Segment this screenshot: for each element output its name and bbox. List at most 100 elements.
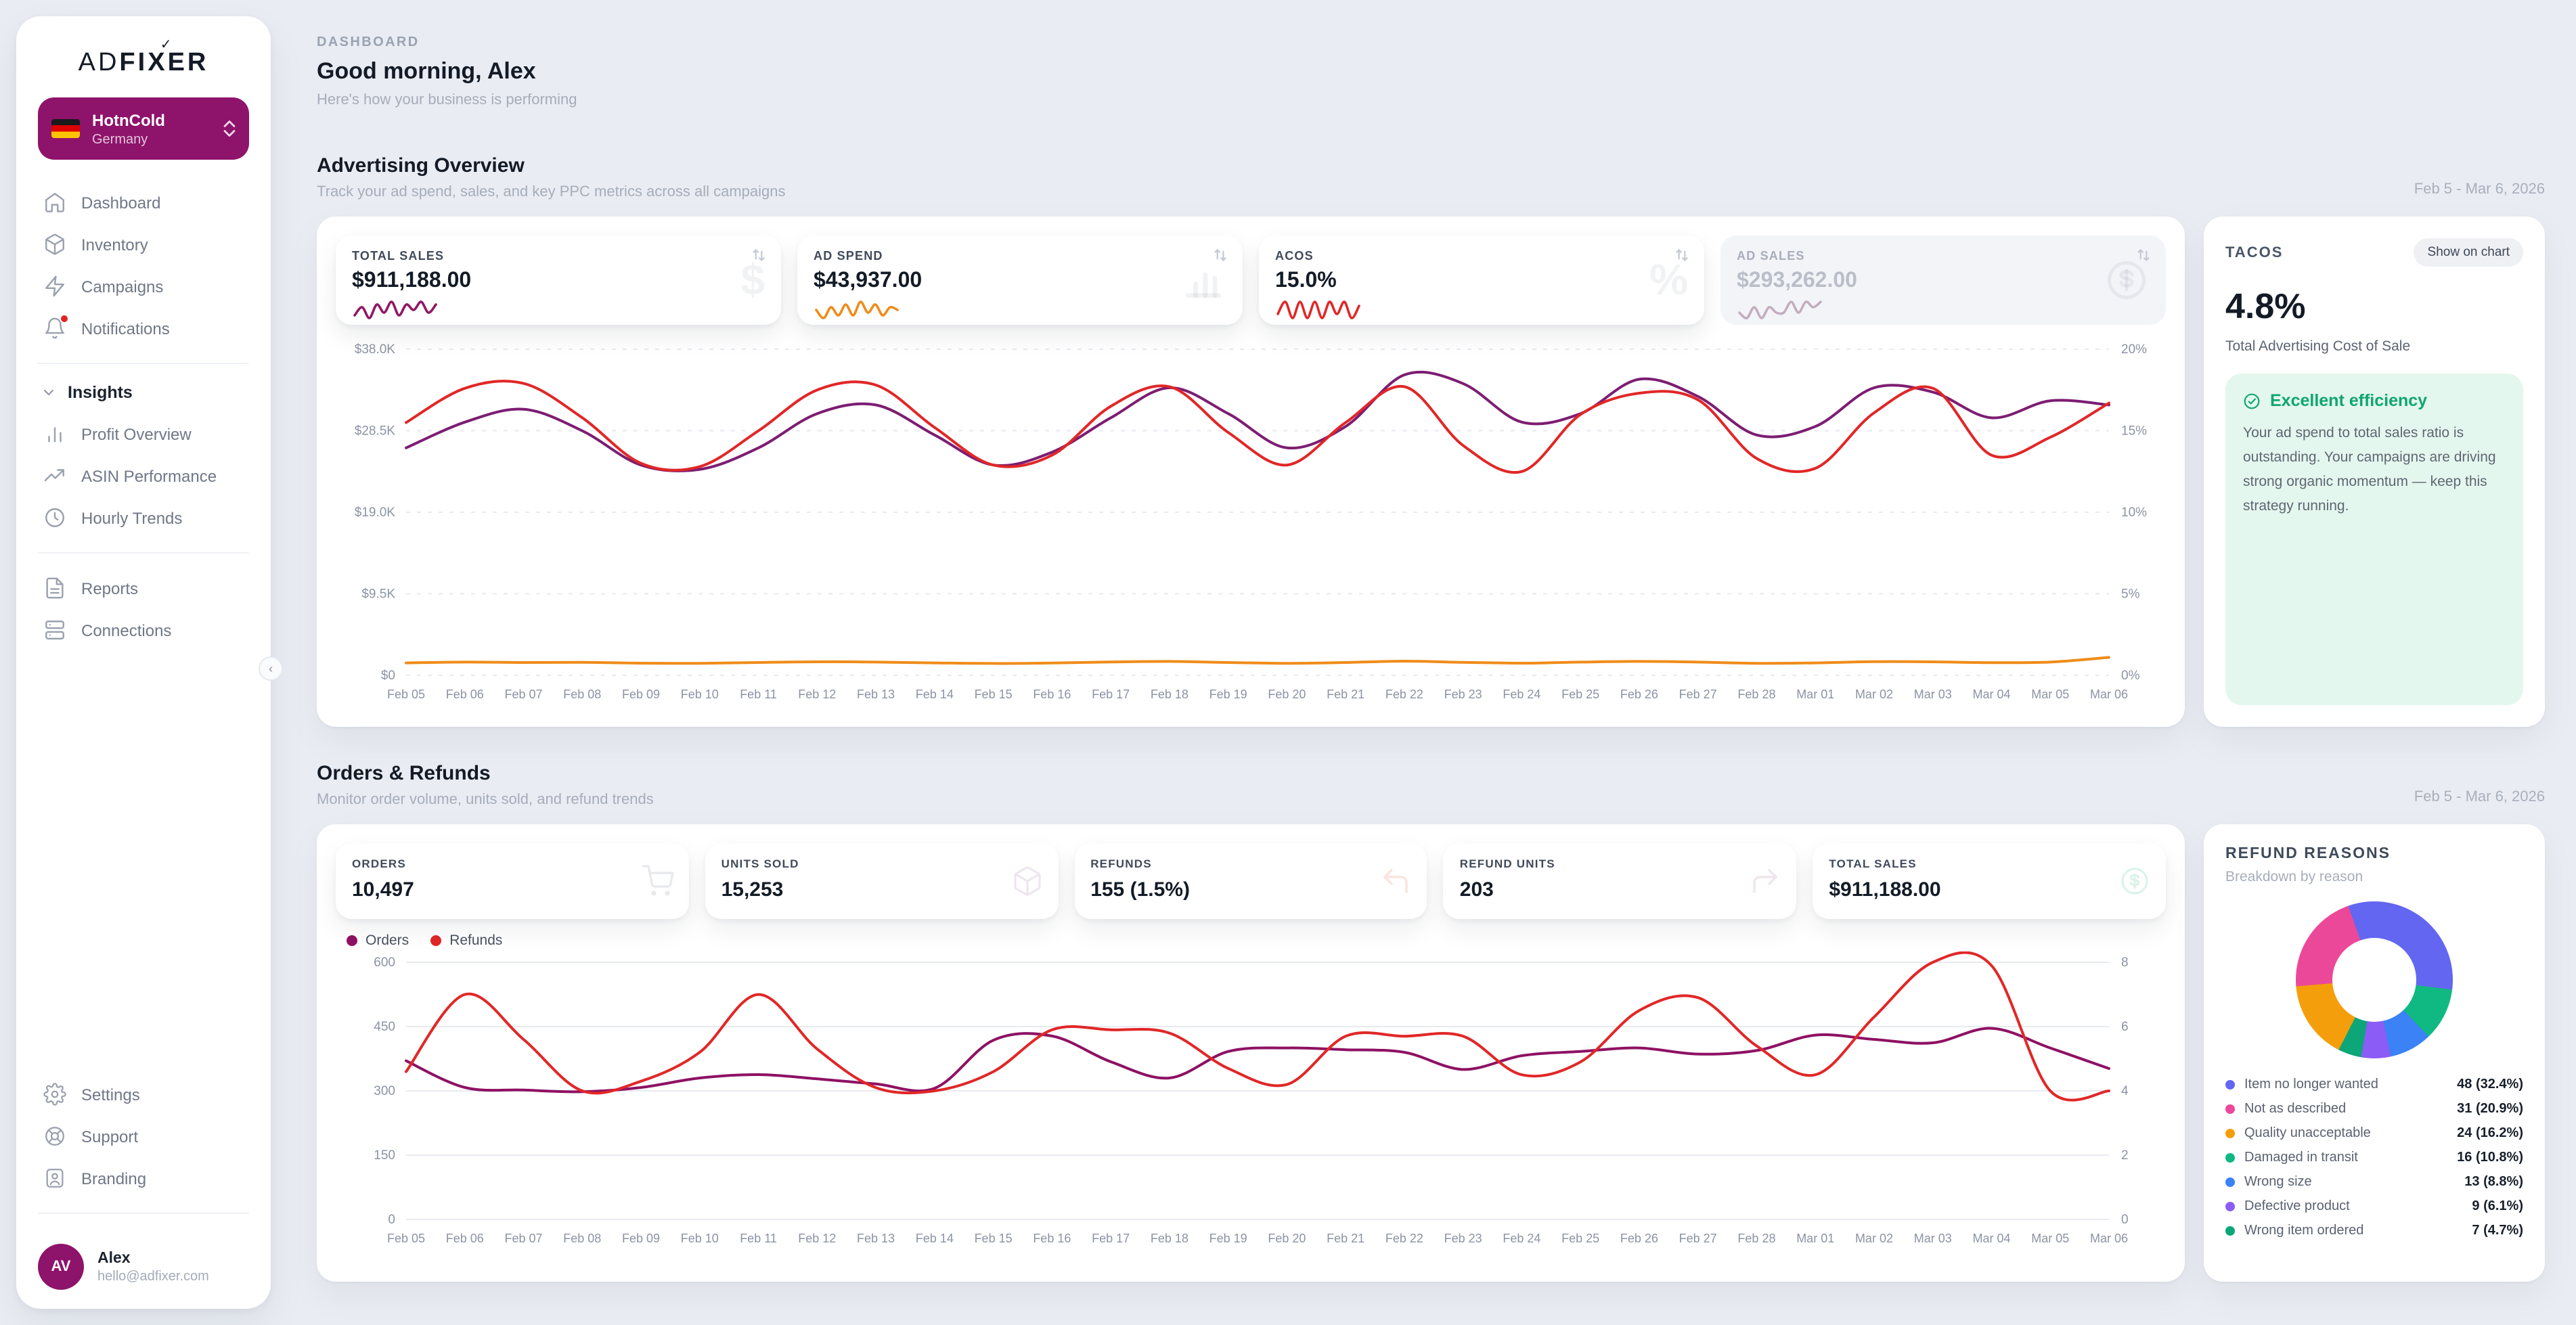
section-subtitle: Track your ad spend, sales, and key PPC … [317, 184, 786, 200]
sidebar-item-dashboard[interactable]: Dashboard [38, 181, 249, 223]
stat-label: REFUND UNITS [1459, 857, 1555, 870]
reason-count: 7 (4.7%) [2472, 1223, 2523, 1238]
legend-item-refunds: Refunds [430, 933, 502, 949]
swap-metric-icon[interactable] [2135, 246, 2152, 264]
reason-dot [2225, 1128, 2235, 1138]
sidebar-item-support[interactable]: Support [38, 1115, 249, 1157]
svg-text:Feb 17: Feb 17 [1092, 688, 1130, 701]
date-range: Feb 5 - Mar 6, 2026 [2414, 789, 2545, 805]
brand-fi: FI [119, 49, 148, 77]
svg-text:0: 0 [388, 1213, 395, 1227]
svg-text:Feb 26: Feb 26 [1620, 1232, 1658, 1245]
metric-label: AD SPEND [814, 249, 883, 263]
svg-text:Feb 07: Feb 07 [504, 688, 542, 701]
sidebar-item-profit-overview[interactable]: Profit Overview [38, 413, 249, 455]
reason-count: 31 (20.9%) [2457, 1101, 2523, 1116]
reason-dot [2225, 1177, 2235, 1186]
svg-text:Feb 26: Feb 26 [1620, 688, 1658, 701]
page-header: DASHBOARD Good morning, Alex Here's how … [317, 0, 2545, 108]
svg-text:Feb 16: Feb 16 [1033, 688, 1071, 701]
file-text-icon [43, 577, 66, 600]
advertising-chart[interactable]: $38.0K $28.5K $19.0K $9.5K $0 20% 15% 10% 5% 0% Fe… [336, 338, 2166, 708]
svg-text:$38.0K: $38.0K [355, 342, 396, 357]
orders-section-header: Orders & Refunds Monitor order volume, u… [317, 762, 2545, 808]
breadcrumb: DASHBOARD [317, 35, 420, 50]
show-on-chart-button[interactable]: Show on chart [2414, 238, 2523, 267]
sidebar: ADFIXER HotnCold Germany Dashboard Inven… [16, 16, 271, 1309]
account-switcher[interactable]: HotnCold Germany [38, 97, 249, 160]
svg-text:Feb 23: Feb 23 [1444, 1232, 1482, 1245]
footer-nav: Settings Support Branding [38, 1073, 249, 1199]
svg-text:Feb 20: Feb 20 [1268, 1232, 1306, 1245]
sidebar-item-branding[interactable]: Branding [38, 1157, 249, 1199]
user-profile[interactable]: AV Alex hello@adfixer.com [38, 1228, 249, 1290]
svg-text:Mar 05: Mar 05 [2031, 688, 2069, 701]
metric-label: AD SALES [1737, 249, 1805, 263]
sidebar-item-reports[interactable]: Reports [38, 567, 249, 609]
sidebar-collapse-button[interactable]: ‹ [259, 656, 283, 681]
sidebar-item-asin-performance[interactable]: ASIN Performance [38, 455, 249, 497]
metric-value: $43,937.00 [814, 269, 923, 292]
metric-value: 15.0% [1275, 269, 1337, 292]
svg-text:300: 300 [374, 1084, 395, 1098]
sidebar-item-hourly-trends[interactable]: Hourly Trends [38, 497, 249, 539]
stat-card-units-sold: UNITS SOLD 15,253 [705, 843, 1059, 919]
reason-count: 9 (6.1%) [2472, 1198, 2523, 1213]
sidebar-item-campaigns[interactable]: Campaigns [38, 265, 249, 307]
sidebar-item-label: Branding [81, 1169, 147, 1188]
metric-card-ad-spend[interactable]: AD SPEND $43,937.00 [797, 235, 1243, 325]
sidebar-item-label: Settings [81, 1085, 140, 1104]
sidebar-item-settings[interactable]: Settings [38, 1073, 249, 1115]
reason-label: Wrong item ordered [2244, 1223, 2364, 1238]
sidebar-item-notifications[interactable]: Notifications [38, 307, 249, 349]
metric-card-acos[interactable]: ACOS 15.0% % [1259, 235, 1704, 325]
stat-label: TOTAL SALES [1829, 857, 1917, 870]
sidebar-item-inventory[interactable]: Inventory [38, 223, 249, 265]
refund-reasons-legend: Item no longer wanted 48 (32.4%) Not as … [2225, 1072, 2523, 1242]
stat-label: ORDERS [352, 857, 406, 870]
secondary-nav: Reports Connections [38, 567, 249, 651]
metric-card-total-sales[interactable]: TOTAL SALES $911,188.00 $ [336, 235, 781, 325]
svg-text:Feb 14: Feb 14 [916, 1232, 954, 1245]
tacos-panel: TACOS Show on chart 4.8% Total Advertisi… [2204, 217, 2545, 727]
svg-text:Feb 13: Feb 13 [857, 1232, 895, 1245]
account-name: HotnCold [92, 111, 165, 130]
dollar-coin-ghost-icon [2104, 257, 2150, 303]
svg-text:Feb 18: Feb 18 [1151, 1232, 1189, 1245]
id-badge-icon [43, 1167, 66, 1190]
reason-label: Quality unacceptable [2244, 1125, 2371, 1140]
reason-label: Damaged in transit [2244, 1150, 2358, 1165]
undo-arrow-icon [1380, 865, 1413, 897]
life-buoy-icon [43, 1125, 66, 1148]
svg-text:Feb 10: Feb 10 [681, 1232, 719, 1245]
svg-text:Mar 02: Mar 02 [1855, 688, 1893, 701]
swap-metric-icon[interactable] [1212, 246, 1229, 264]
refund-reasons-subtitle: Breakdown by reason [2225, 869, 2363, 885]
lightning-icon [43, 275, 66, 298]
section-title: Orders & Refunds [317, 762, 491, 785]
svg-text:Feb 11: Feb 11 [740, 1232, 777, 1245]
sidebar-item-connections[interactable]: Connections [38, 609, 249, 651]
primary-nav: Dashboard Inventory Campaigns Notificati… [38, 181, 249, 349]
main-content: DASHBOARD Good morning, Alex Here's how … [317, 0, 2545, 1282]
metric-card-ad-sales[interactable]: AD SALES $293,262.00 [1720, 235, 2166, 325]
insights-group-toggle[interactable]: Insights [38, 378, 249, 410]
stat-label: UNITS SOLD [721, 857, 799, 870]
insight-body: Your ad spend to total sales ratio is ou… [2243, 425, 2496, 514]
reason-dot [2225, 1226, 2235, 1235]
sidebar-item-label: Support [81, 1127, 139, 1146]
metric-cards: TOTAL SALES $911,188.00 $ AD SPEND $43,9… [336, 235, 2166, 325]
svg-text:Feb 11: Feb 11 [740, 688, 777, 701]
stat-card-refunds: REFUNDS 155 (1.5%) [1074, 843, 1427, 919]
refund-reasons-donut[interactable] [2296, 901, 2453, 1058]
svg-text:Feb 17: Feb 17 [1092, 1232, 1130, 1245]
swap-metric-icon[interactable] [750, 246, 768, 264]
svg-text:$19.0K: $19.0K [355, 506, 396, 520]
swap-metric-icon[interactable] [1673, 246, 1691, 264]
order-stat-cards: ORDERS 10,497 UNITS SOLD 15,253 REFUNDS … [336, 843, 2166, 919]
svg-text:Feb 05: Feb 05 [387, 1232, 425, 1245]
page-title: Good morning, Alex [317, 58, 536, 84]
orders-chart[interactable]: 600 450 300 150 0 8 6 4 2 0 Feb 05 Feb 06 Feb 07 Feb … [336, 951, 2166, 1252]
svg-text:Feb 15: Feb 15 [975, 688, 1013, 701]
sidebar-item-label: Dashboard [81, 193, 161, 212]
